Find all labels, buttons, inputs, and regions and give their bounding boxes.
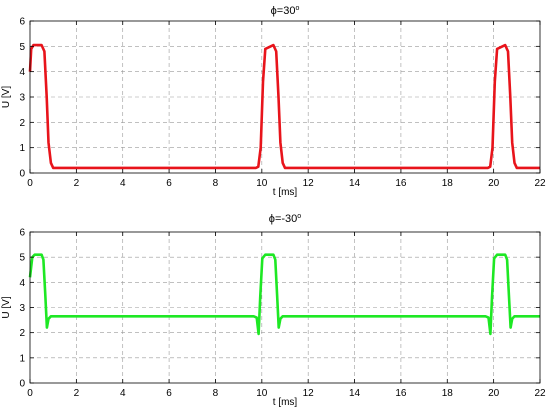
y-tick-label: 6 (19, 17, 25, 28)
series-line (28, 43, 540, 170)
x-tick-label: 8 (213, 388, 219, 399)
x-tick-label: 22 (534, 388, 546, 399)
x-tick-label: 14 (349, 178, 361, 189)
y-tick-label: 2 (19, 328, 25, 339)
x-tick-label: 4 (120, 178, 126, 189)
y-tick-label: 3 (19, 303, 25, 314)
x-axis-label: t [ms] (273, 397, 298, 408)
x-tick-label: 20 (488, 178, 500, 189)
chart-title-text: ϕ=-30 (269, 213, 297, 225)
y-axis-label: U [V] (1, 86, 12, 108)
y-tick-label: 5 (19, 253, 25, 264)
chart-title-superscript: o (297, 213, 301, 220)
x-tick-label: 16 (395, 178, 407, 189)
chart-title: ϕ=-30o (269, 213, 301, 225)
x-tick-label: 8 (213, 178, 219, 189)
y-tick-label: 5 (19, 42, 25, 53)
x-tick-label: 4 (120, 388, 126, 399)
y-tick-label: 4 (19, 278, 25, 289)
y-tick-label: 4 (19, 67, 25, 78)
chart-title-superscript: o (295, 5, 299, 12)
x-axis-label: t [ms] (273, 187, 298, 198)
x-tick-label: 14 (349, 388, 361, 399)
x-tick-label: 12 (303, 178, 315, 189)
x-tick-label: 12 (303, 388, 315, 399)
x-tick-label: 10 (256, 178, 268, 189)
x-tick-label: 20 (488, 388, 500, 399)
y-tick-label: 2 (19, 118, 25, 129)
chart-title: ϕ=30o (271, 5, 300, 17)
x-tick-label: 6 (166, 388, 172, 399)
x-tick-label: 6 (166, 178, 172, 189)
y-tick-label: 3 (19, 93, 25, 104)
x-tick-label: 0 (27, 178, 33, 189)
grid (30, 232, 540, 383)
y-axis-label: U [V] (1, 296, 12, 318)
x-tick-label: 2 (74, 178, 80, 189)
y-tick-label: 1 (19, 143, 25, 154)
x-tick-label: 18 (442, 178, 454, 189)
x-tick-label: 18 (442, 388, 454, 399)
x-tick-label: 2 (74, 388, 80, 399)
x-tick-label: 16 (395, 388, 407, 399)
x-tick-label: 10 (256, 388, 268, 399)
series-line (28, 253, 540, 336)
y-tick-label: 6 (19, 228, 25, 239)
chart-title-text: ϕ=30 (271, 5, 296, 17)
y-tick-label: 0 (19, 379, 25, 390)
y-tick-label: 1 (19, 353, 25, 364)
x-tick-label: 22 (534, 178, 546, 189)
x-tick-label: 0 (27, 388, 33, 399)
y-tick-label: 0 (19, 169, 25, 180)
